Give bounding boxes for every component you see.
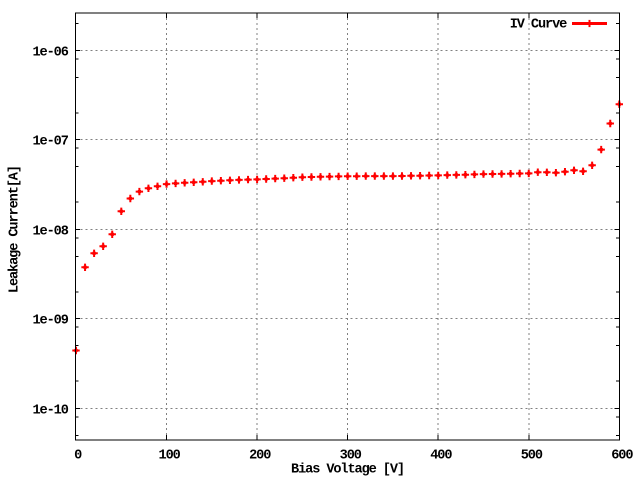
svg-text:1e-10: 1e-10 — [33, 403, 69, 418]
svg-text:0: 0 — [74, 449, 82, 464]
svg-text:1e-09: 1e-09 — [33, 313, 69, 328]
svg-text:Bias Voltage [V]: Bias Voltage [V] — [291, 462, 404, 477]
svg-text:600: 600 — [611, 449, 633, 464]
svg-text:Leakage Current[A]: Leakage Current[A] — [7, 166, 22, 293]
svg-text:1e-06: 1e-06 — [33, 45, 69, 60]
svg-text:1e-08: 1e-08 — [33, 224, 69, 239]
svg-text:400: 400 — [430, 449, 452, 464]
svg-text:200: 200 — [249, 449, 271, 464]
svg-text:1e-07: 1e-07 — [33, 134, 69, 149]
svg-text:300: 300 — [340, 449, 362, 464]
svg-text:100: 100 — [159, 449, 181, 464]
svg-text:500: 500 — [521, 449, 543, 464]
svg-text:IV Curve: IV Curve — [510, 18, 567, 33]
